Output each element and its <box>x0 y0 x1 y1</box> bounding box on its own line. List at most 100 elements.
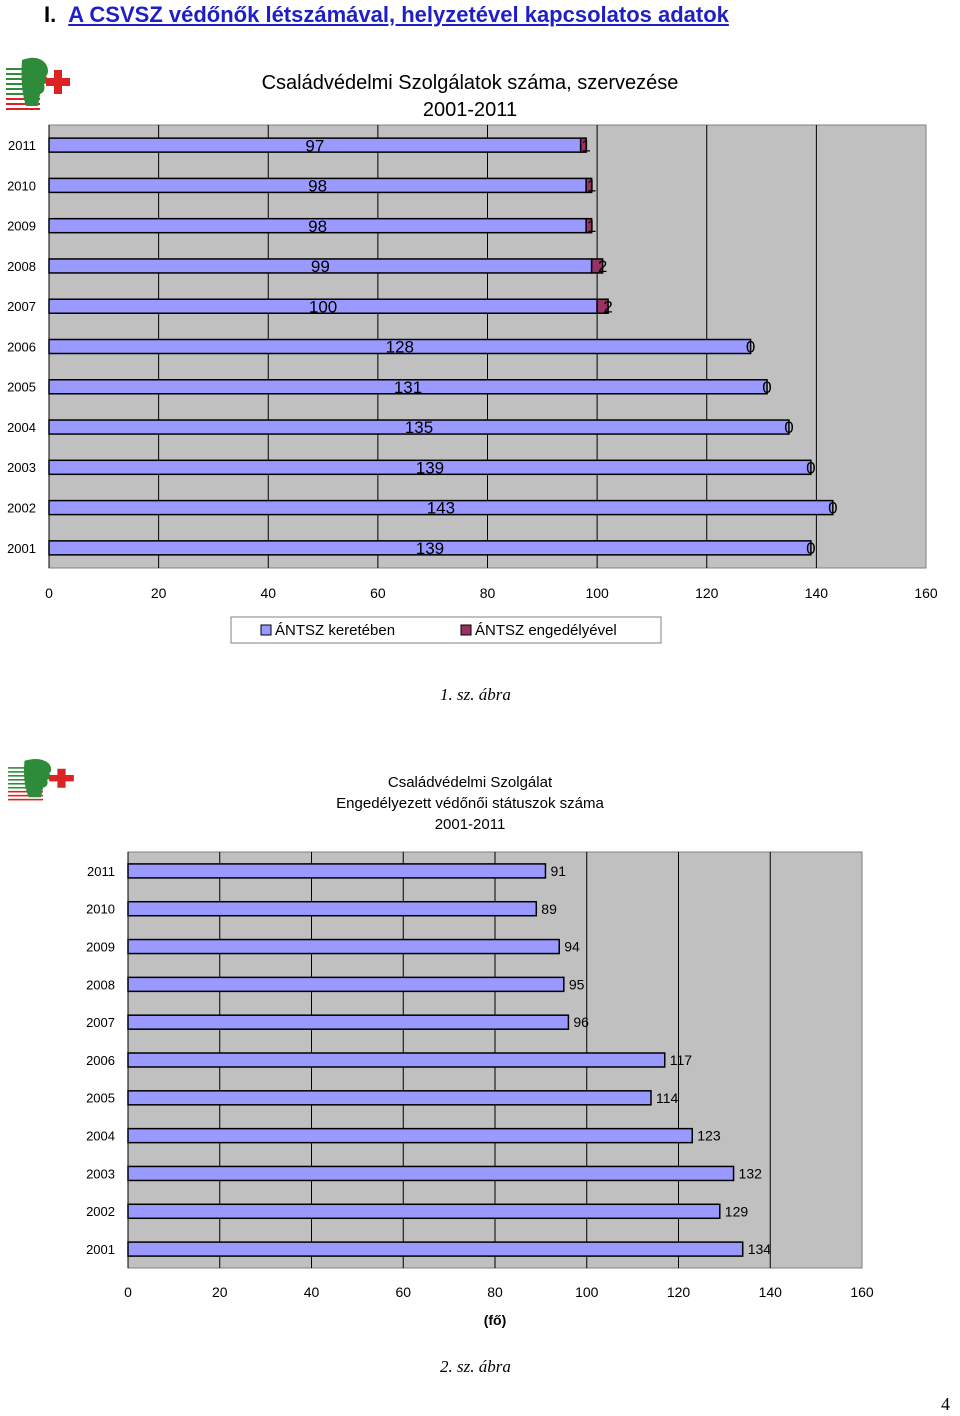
chart2-bar <box>127 1241 744 1257</box>
chart2-x-tick-label: 60 <box>395 1284 411 1300</box>
chart1-legend-swatch <box>460 624 472 636</box>
chart2-bar <box>127 863 547 879</box>
heading-title: A CSVSZ védőnők létszámával, helyzetével… <box>68 2 729 27</box>
chart2-bar <box>127 1090 652 1106</box>
chart2-category-label: 2004 <box>86 1129 115 1144</box>
chart1-bar <box>585 177 593 194</box>
chart1-subtitle: 2001-2011 <box>422 99 518 121</box>
chart1-bar <box>590 258 604 274</box>
heading-number: I. <box>44 2 57 27</box>
chart1-category-label: 2011 <box>8 138 36 153</box>
chart1-bar <box>48 379 768 395</box>
chart2-subtitle-years: 2001-2011 <box>434 816 506 833</box>
chart2-x-tick-label: 160 <box>850 1284 874 1300</box>
chart1-bar <box>48 540 812 556</box>
chart1-x-tick-label: 140 <box>805 585 829 601</box>
page-number: 4 <box>941 1394 950 1414</box>
chart1-data-label: 97 <box>305 136 324 155</box>
chart2-x-tick-label: 140 <box>759 1284 783 1300</box>
chart1-data-label: 139 <box>416 458 444 477</box>
chart2-x-tick-label: 20 <box>212 1284 228 1300</box>
chart2-data-label: 89 <box>541 901 557 917</box>
chart1-category-label: 2009 <box>7 219 36 234</box>
chart1-data-label: 0 <box>762 378 771 397</box>
chart1-legend <box>230 616 662 644</box>
chart1-data-label: 0 <box>784 418 793 437</box>
chart1-bar <box>48 338 752 355</box>
chart1-data-label: 143 <box>427 499 455 518</box>
chart1-x-tick-label: 80 <box>480 585 496 601</box>
chart1-title-block: Családvédelmi Szolgálatok száma, szervez… <box>200 70 740 124</box>
chart2-category-label: 2006 <box>86 1053 115 1068</box>
chart1-data-label: 135 <box>405 418 433 437</box>
chart1-data-label: 99 <box>311 257 330 276</box>
chart1-data-label: 2 <box>603 297 612 316</box>
chart2-data-label: 132 <box>739 1165 763 1181</box>
chart2-title: Családvédelmi Szolgálat <box>387 774 553 791</box>
chart2-category-label: 2005 <box>86 1091 115 1106</box>
chart1-x-tick-label: 20 <box>151 585 167 601</box>
chart1-bar <box>48 419 790 435</box>
chart2-data-label: 94 <box>564 939 580 955</box>
chart2-bar <box>127 938 560 955</box>
chart1-data-label: 1 <box>581 136 590 155</box>
chart1-bar <box>596 298 609 314</box>
chart1-category-label: 2003 <box>7 460 36 475</box>
chart1-bar <box>579 137 587 153</box>
chart1-data-label: 2 <box>598 257 607 276</box>
chart1-x-tick-label: 0 <box>45 585 53 601</box>
chart1-category-label: 2005 <box>7 380 36 395</box>
chart1-title: Családvédelmi Szolgálatok száma, szervez… <box>261 72 679 94</box>
logo-icon <box>8 758 74 801</box>
chart1-x-tick-label: 60 <box>370 585 386 601</box>
chart1-x-tick-label: 100 <box>585 585 609 601</box>
chart1-data-label: 0 <box>828 499 837 518</box>
chart2-category-label: 2002 <box>86 1204 115 1219</box>
page-heading: I. A CSVSZ védőnők létszámával, helyzetév… <box>44 2 729 28</box>
chart1-bar <box>48 499 834 516</box>
chart2-x-tick-label: 100 <box>575 1284 599 1300</box>
chart1-data-label: 0 <box>806 539 815 558</box>
chart2-bar <box>127 1052 666 1068</box>
logo-icon <box>6 57 70 110</box>
chart2-category-label: 2007 <box>86 1015 115 1030</box>
chart1-category-label: 2010 <box>7 178 36 193</box>
chart2-category-label: 2003 <box>86 1166 115 1181</box>
chart2-data-label: 96 <box>573 1014 589 1030</box>
chart2-bar <box>127 976 565 993</box>
chart2-bar <box>127 1014 570 1030</box>
chart2-x-tick-label: 80 <box>487 1284 503 1300</box>
chart1-data-label: 1 <box>587 177 596 196</box>
chart1-data-label: 131 <box>394 378 422 397</box>
chart1-legend-label: ÁNTSZ engedélyével <box>475 622 617 639</box>
chart2-x-tick-label: 120 <box>667 1284 691 1300</box>
chart1-data-label: 98 <box>308 177 327 196</box>
chart1-data-label: 100 <box>309 297 337 316</box>
chart2-data-label: 91 <box>550 863 566 879</box>
chart2-bar <box>127 1165 735 1182</box>
chart2-caption: 2. sz. ábra <box>440 1357 511 1376</box>
chart2-category-label: 2010 <box>86 902 115 917</box>
chart2-category-label: 2011 <box>87 864 115 879</box>
chart2-category-label: 2009 <box>86 939 115 954</box>
chart1-x-tick-label: 120 <box>695 585 719 601</box>
chart1-category-label: 2007 <box>7 299 36 314</box>
chart1-data-label: 1 <box>587 217 596 236</box>
chart2-data-label: 134 <box>748 1241 772 1257</box>
chart2-title-block: Családvédelmi Szolgálat Engedélyezett vé… <box>240 772 700 835</box>
chart2-x-tick-label: 40 <box>304 1284 320 1300</box>
chart1-legend-swatch <box>260 624 272 636</box>
chart2-bar <box>127 1203 721 1220</box>
chart2-data-label: 129 <box>725 1203 749 1219</box>
chart1-data-label: 139 <box>416 539 444 558</box>
chart2-data-label: 114 <box>656 1090 679 1106</box>
chart2-data-label: 117 <box>670 1052 693 1068</box>
chart1-legend-label: ÁNTSZ keretében <box>275 622 395 639</box>
chart1-bar <box>48 459 812 476</box>
chart1-x-tick-label: 40 <box>260 585 276 601</box>
chart1-category-label: 2006 <box>7 339 36 354</box>
chart2-subtitle: Engedélyezett védőnői státuszok száma <box>336 795 604 812</box>
chart1-data-label: 0 <box>806 458 815 477</box>
chart2-data-label: 123 <box>697 1128 721 1144</box>
